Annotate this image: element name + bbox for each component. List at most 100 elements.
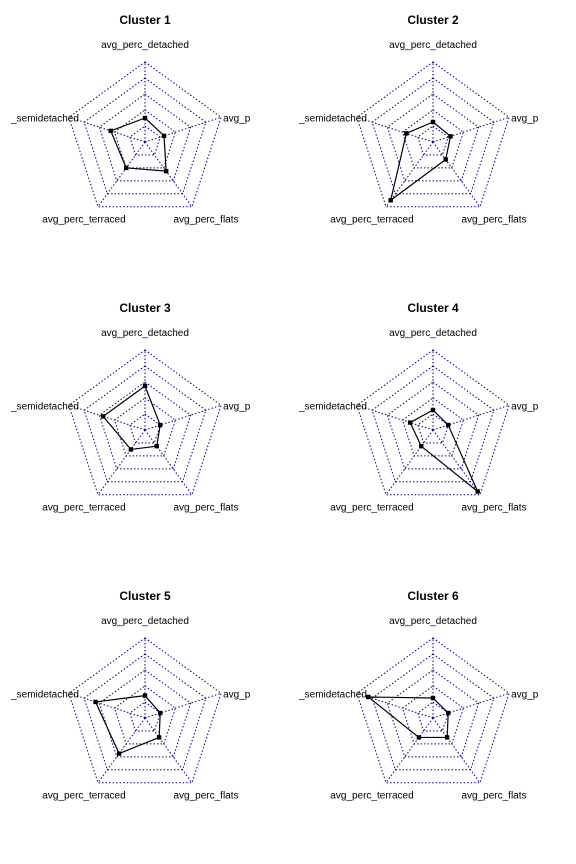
grid-ring [417,413,449,444]
axis-spoke [144,429,193,496]
axis-label: avg_perc_flats [461,503,526,514]
chart-title: Cluster 2 [407,13,459,27]
grid-ring [386,93,480,182]
axis-spoke [97,717,146,784]
data-point [444,735,450,740]
data-point [108,128,113,134]
grid-ring [356,349,510,496]
data-point [407,420,413,425]
grid-ring [98,669,192,758]
axis-label: avg_perc_detached [389,40,477,51]
grid-ring [68,61,222,208]
axis-spoke [432,404,510,431]
series-line [102,385,161,451]
data-point [128,447,134,452]
axis-spoke [144,141,193,208]
axis-label: avg_perc_terraced [42,503,125,514]
data-point [446,710,451,716]
axis-spoke [385,429,434,496]
data-point [142,383,148,389]
axis-spoke [144,717,193,784]
data-point [430,695,436,701]
data-point [443,157,448,162]
axis-spoke [144,692,222,719]
axis-label: avg_perc_detached [389,328,477,339]
data-point [142,115,148,121]
axis-label: avg_perc_terraced [330,503,413,514]
axis-label: _semidetached [10,689,79,700]
axis-spoke [144,116,222,143]
axis-spoke [432,141,481,208]
axis-label: avg_perc_flats [173,215,238,226]
grid-ring [68,637,222,784]
radar-panel: Cluster 1 avg_perc_detached avg_perc_cara a… [0,0,288,288]
grid-ring [417,701,449,732]
grid-ring [386,381,480,470]
axis-label: avg_perc_detached [101,616,189,627]
data-point [430,407,436,413]
plot-region: Cluster 4 avg_perc_detached avg_perc_cara a… [288,288,538,576]
grid-ring [401,685,465,745]
data-point [156,735,162,740]
axis-label: avg_perc_cara [511,401,538,412]
plot-region: Cluster 3 avg_perc_detached avg_perc_cara a… [0,288,250,576]
grid-ring [98,381,192,470]
axis-label: avg_perc_terraced [42,215,125,226]
axis-label: avg_perc_terraced [42,791,125,802]
axis-label: avg_perc_flats [461,791,526,802]
axis-spoke [97,141,146,208]
axis-label: avg_perc_flats [173,791,238,802]
grid-ring [129,125,161,156]
data-point [448,134,453,139]
axis-spoke [68,404,146,431]
axis-spoke [432,692,510,719]
data-point [475,489,480,494]
data-point [93,699,98,705]
data-point [388,198,393,203]
axis-label: avg_perc_cara [511,689,538,700]
grid-ring [129,701,161,732]
axis-label: avg_perc_flats [173,503,238,514]
axis-spoke [432,429,481,496]
radar-chart: Cluster 4 avg_perc_detached avg_perc_caraa… [298,301,538,514]
radar-chart: Cluster 2 avg_perc_detached avg_perc_caraa… [298,13,538,226]
axis-label: _semidetached [298,401,367,412]
radar-panel: Cluster 3 avg_perc_detached avg_perc_cara a… [0,288,288,576]
radar-chart: Cluster 1 avg_perc_detached avg_perc_caraa… [10,13,250,226]
chart-title: Cluster 5 [119,589,171,603]
axis-label: avg_perc_cara [223,401,250,412]
data-point [116,751,122,756]
series-line [110,117,167,172]
axis-label: avg_perc_flats [461,215,526,226]
grid-ring [417,125,449,156]
data-point [142,693,148,698]
axis-spoke [356,404,434,431]
radar-chart: Cluster 3 avg_perc_detached avg_perc_caraa… [10,301,250,514]
axis-label: avg_perc_cara [511,113,538,124]
data-point [366,694,371,700]
data-point [446,422,451,428]
data-point [158,422,163,428]
data-point [163,168,169,174]
grid-ring [356,61,510,208]
axis-spoke [385,717,434,784]
data-point [416,735,422,740]
radar-panel: Cluster 5 avg_perc_detached avg_perc_cara a… [0,576,288,864]
radar-chart: Cluster 6 avg_perc_detached avg_perc_caraa… [298,589,538,802]
axis-label: avg_perc_cara [223,113,250,124]
axis-spoke [68,692,146,719]
axis-spoke [432,116,510,143]
axis-label: avg_perc_detached [389,616,477,627]
axis-spoke [385,141,434,208]
axis-label: avg_perc_terraced [330,215,413,226]
data-point [154,443,159,449]
grid-ring [129,413,161,444]
axis-spoke [97,429,146,496]
data-point [430,119,436,125]
axis-label: _semidetached [10,401,79,412]
grid-ring [401,109,465,169]
axis-spoke [144,404,222,431]
data-point [404,131,409,136]
axis-label: avg_perc_detached [101,40,189,51]
